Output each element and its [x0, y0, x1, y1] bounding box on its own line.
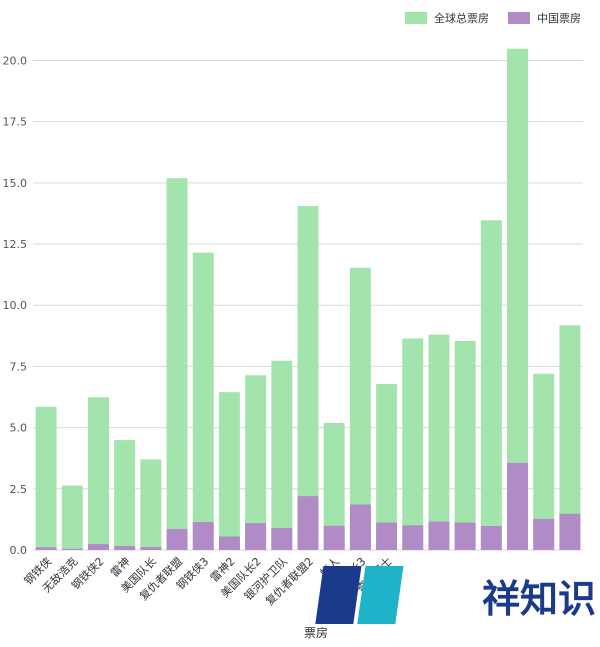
bar-global-box-office	[507, 48, 528, 550]
bar-global-box-office	[271, 360, 293, 550]
watermark-box-blue	[315, 566, 362, 624]
bar-china-box-office	[166, 528, 188, 550]
bar-china-box-office	[218, 536, 240, 550]
y-tick-label: 17.5	[3, 116, 28, 129]
bar-global-box-office	[35, 406, 57, 550]
bar-global-box-office	[61, 485, 83, 550]
y-tick-label: 10.0	[3, 299, 28, 312]
bar-china-box-office	[35, 547, 57, 550]
legend-label-china: 中国票房	[537, 12, 581, 25]
bar-china-box-office	[61, 548, 83, 550]
bar-global-box-office	[218, 392, 240, 550]
bar-global-box-office	[192, 252, 214, 550]
y-tick-label: 12.5	[3, 238, 28, 251]
bar-global-box-office	[349, 267, 371, 550]
bar-global-box-office	[533, 373, 555, 550]
y-tick-label: 15.0	[3, 177, 28, 190]
bar-china-box-office	[428, 521, 450, 550]
bar-china-box-office	[271, 527, 293, 550]
y-tick-label: 2.5	[10, 483, 28, 496]
bar-global-box-office	[140, 459, 162, 550]
bar-china-box-office	[192, 522, 214, 550]
bar-global-box-office	[376, 384, 398, 550]
x-axis-title: 票房	[304, 625, 328, 640]
y-axis-ticks: 0.0 2.5 5.0 7.5 10.0 12.5 15.0 17.5 20.0	[3, 54, 28, 557]
legend-label-global: 全球总票房	[434, 11, 489, 25]
bar-global-box-office	[166, 178, 188, 550]
bar-global-box-office	[428, 334, 450, 550]
bar-china-box-office	[349, 504, 371, 550]
bar-china-box-office	[507, 462, 528, 550]
bar-global-box-office	[323, 422, 345, 550]
y-tick-label: 0.0	[10, 544, 28, 557]
bar-china-box-office	[533, 518, 555, 550]
bar-china-box-office	[454, 522, 476, 550]
bar-global-box-office	[402, 338, 424, 550]
watermark-box-teal	[357, 566, 404, 624]
watermark-text: 祥知识	[482, 577, 596, 621]
bar-global-box-office	[114, 440, 136, 550]
bar-global-box-office	[297, 206, 319, 550]
bar-china-box-office	[88, 544, 109, 550]
bar-global-box-office	[480, 220, 502, 550]
bar-china-box-office	[323, 525, 345, 550]
legend-swatch-global	[405, 12, 427, 24]
bar-global-box-office	[559, 325, 581, 550]
bar-china-box-office	[140, 547, 162, 550]
watermark-char-1: 誉	[404, 577, 443, 621]
legend: 全球总票房 中国票房	[405, 11, 581, 25]
watermark-logo: 誉 祥 祥知识	[315, 566, 596, 624]
bar-china-box-office	[480, 526, 502, 550]
y-tick-label: 20.0	[3, 54, 28, 67]
watermark-char-2: 祥	[446, 577, 484, 621]
bars	[35, 48, 581, 550]
bar-china-box-office	[245, 523, 267, 550]
bar-china-box-office	[297, 496, 319, 550]
bar-china-box-office	[402, 525, 424, 550]
bar-global-box-office	[88, 397, 109, 550]
bar-china-box-office	[376, 522, 398, 550]
bar-china-box-office	[559, 513, 581, 550]
y-tick-label: 7.5	[10, 360, 28, 373]
bar-china-box-office	[114, 546, 136, 550]
bar-global-box-office	[245, 375, 267, 550]
legend-swatch-china	[508, 12, 530, 24]
y-tick-label: 5.0	[10, 422, 28, 435]
bar-global-box-office	[454, 340, 476, 550]
